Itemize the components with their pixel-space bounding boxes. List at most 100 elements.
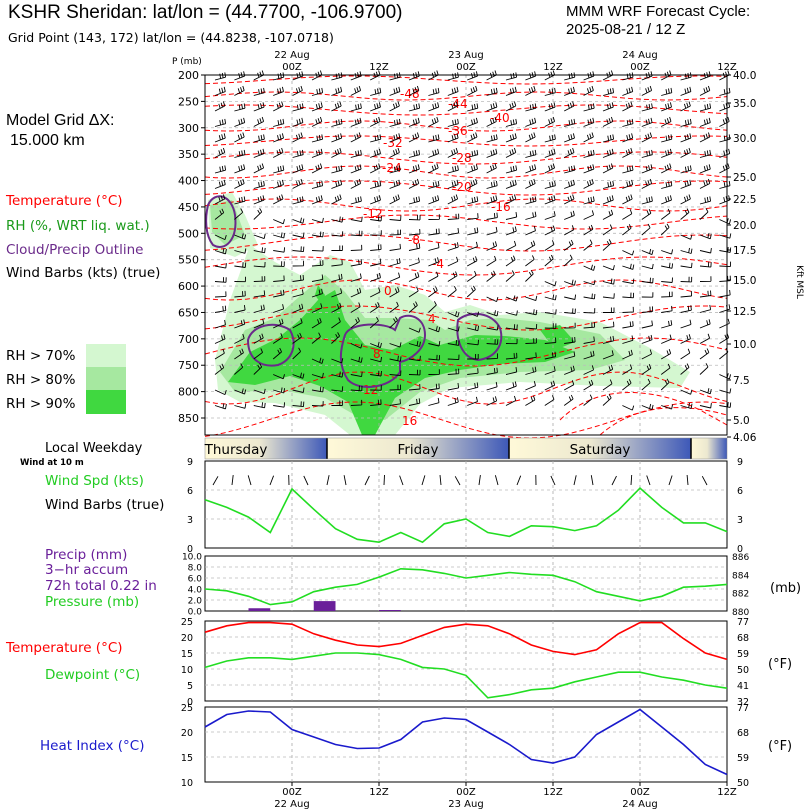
wind-barb: [719, 163, 730, 174]
top-date-label: 23 Aug: [448, 50, 483, 61]
kft-tick-label: 10.0: [733, 339, 756, 351]
temperature-contour: [204, 279, 728, 301]
wind-barb: [311, 332, 321, 344]
wind-barb: [680, 133, 692, 143]
wind-barb: [583, 210, 595, 220]
wind-barb: [641, 378, 651, 391]
wind-barb: [505, 324, 518, 330]
dewpoint-line: [204, 652, 728, 699]
pressure-ytick: 880: [732, 608, 749, 618]
kft-tick-label: 7.5: [733, 375, 750, 387]
wind-barb: [583, 178, 594, 189]
wind-barb: [311, 195, 323, 205]
wind-barb: [311, 116, 323, 127]
wind-barb: [466, 85, 478, 96]
temperature-contour-label: -40: [490, 111, 510, 125]
wind-barb: [602, 379, 613, 391]
wind-barb: [447, 227, 460, 236]
wind-barb: [428, 228, 440, 236]
pressure-tick-label: 500: [178, 227, 199, 240]
wind-barb: [622, 278, 635, 285]
wind-barb: [699, 363, 709, 375]
wind-barb: [389, 86, 401, 96]
cycle-time: 2025-08-21 / 12 Z: [566, 21, 686, 38]
wind-barb: [563, 147, 575, 158]
wind-barb: [622, 147, 633, 158]
weekday-band-frame: [204, 437, 728, 460]
wind-barb: [292, 289, 304, 298]
wind-barb: [253, 233, 266, 240]
wind-barb: [428, 163, 439, 174]
rh-over-90-spot: [315, 285, 325, 305]
wind-barb: [273, 118, 285, 127]
wind-barb: [603, 307, 615, 313]
wind-barb: [641, 85, 653, 96]
wind-barb: [505, 338, 518, 345]
wind-barb: [214, 389, 227, 396]
wind-barb: [389, 194, 400, 205]
wind-barb: [350, 399, 363, 406]
wind-barb: [370, 370, 382, 377]
pressure-ytick: 886: [732, 553, 749, 563]
top-time-label: 00Z: [282, 62, 302, 73]
wind-barb: [641, 164, 653, 174]
wind-barb: [467, 354, 479, 360]
surface-wind-barb: [326, 475, 330, 486]
wind-barb: [253, 348, 264, 360]
wind-barb: [564, 365, 575, 375]
wind-barb: [350, 71, 362, 81]
wind-barb: [214, 248, 227, 255]
temperature-contour-label: 0: [384, 284, 392, 298]
wind-barb: [447, 133, 459, 143]
wind-barb: [680, 165, 692, 174]
wind-barb: [253, 163, 265, 174]
heat-ytick-c: 15: [181, 753, 193, 764]
wind-barb: [641, 132, 653, 143]
wind-barb: [234, 178, 245, 189]
bottom-time-label: 12Z: [369, 787, 389, 798]
wind-barb: [234, 164, 246, 174]
wind-barb: [719, 289, 731, 298]
wind-barb: [331, 400, 343, 406]
wind-barb: [369, 70, 381, 81]
temperature-contour: [204, 214, 728, 230]
wind-barb: [699, 348, 710, 360]
wind-barb: [622, 306, 634, 313]
wind-barb: [408, 257, 420, 267]
wind-barb: [602, 321, 615, 329]
wind-barb: [699, 132, 711, 143]
wind-barb: [680, 290, 693, 298]
wind-barb: [408, 117, 420, 127]
wind-barb: [408, 369, 421, 376]
wind-barb: [602, 278, 615, 285]
local-weekday-label: Local Weekday: [45, 441, 143, 456]
wind-barb: [350, 371, 363, 378]
wind-barb: [428, 195, 440, 205]
wind-barb: [583, 308, 596, 314]
wind-barb: [680, 86, 692, 96]
wind-barb: [680, 305, 692, 313]
wind-barb: [253, 304, 265, 313]
surface-wind-barb: [590, 475, 594, 486]
wind-barb: [622, 224, 632, 236]
wind-barb: [350, 356, 363, 363]
wind-barb: [680, 118, 692, 127]
wind-barb: [428, 214, 440, 220]
wind-barb: [253, 388, 266, 395]
rh-80-label: RH > 80%: [6, 372, 76, 388]
wind-barb: [622, 250, 635, 256]
wind-barb: [486, 381, 498, 391]
wind-barb: [622, 263, 635, 270]
wind-barb: [602, 209, 614, 220]
wind-barb: [272, 101, 284, 112]
weekday-band-segment: [205, 438, 327, 459]
wind-barb: [467, 103, 479, 112]
wind-barb: [331, 273, 343, 282]
wind-barb: [699, 164, 711, 174]
dewpoint-label: Dewpoint (°C): [45, 667, 141, 683]
surface-wind-barb: [611, 475, 617, 486]
wind-speed-line: [204, 486, 728, 544]
wind-barb: [660, 163, 672, 174]
wind-barb: [292, 178, 303, 189]
wind-barb: [641, 403, 654, 411]
